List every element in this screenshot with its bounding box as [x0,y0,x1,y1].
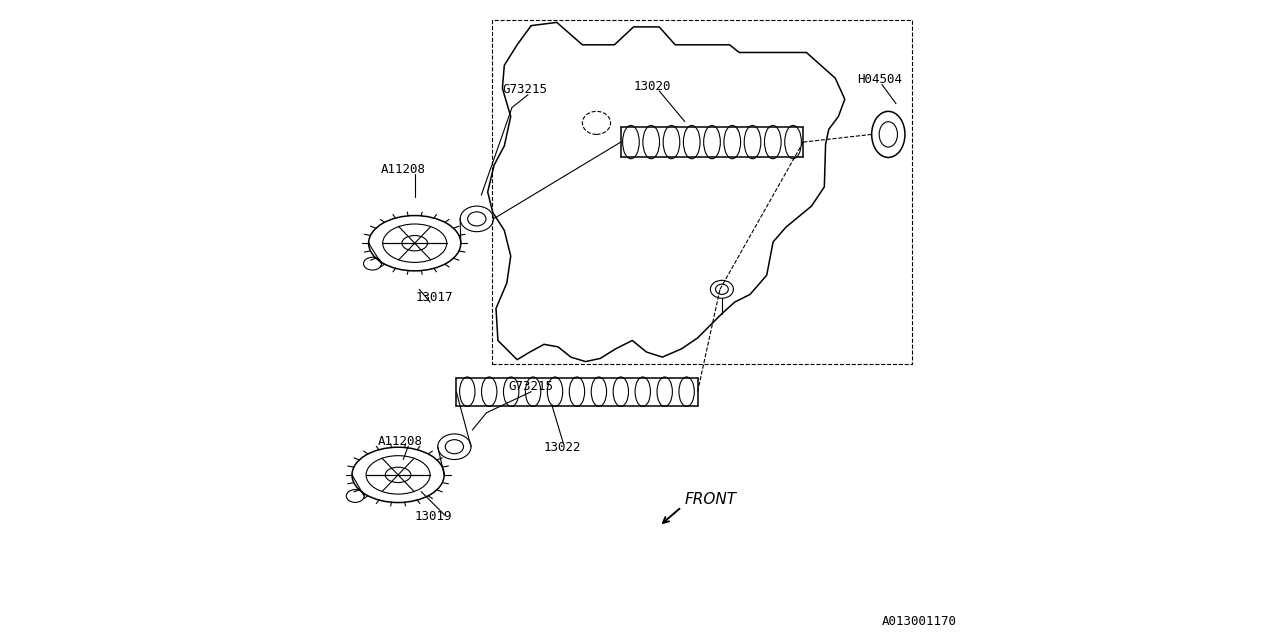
Text: 13017: 13017 [416,291,453,304]
Text: H04504: H04504 [858,73,902,86]
Text: 13019: 13019 [415,509,452,523]
Text: FRONT: FRONT [685,492,737,508]
Text: G73215: G73215 [502,83,548,96]
Text: A11208: A11208 [378,435,422,448]
Text: A11208: A11208 [381,163,426,176]
Text: A013001170: A013001170 [882,616,957,628]
Text: G73215: G73215 [508,380,554,394]
Text: 13022: 13022 [544,441,581,454]
Text: 13020: 13020 [634,79,671,93]
